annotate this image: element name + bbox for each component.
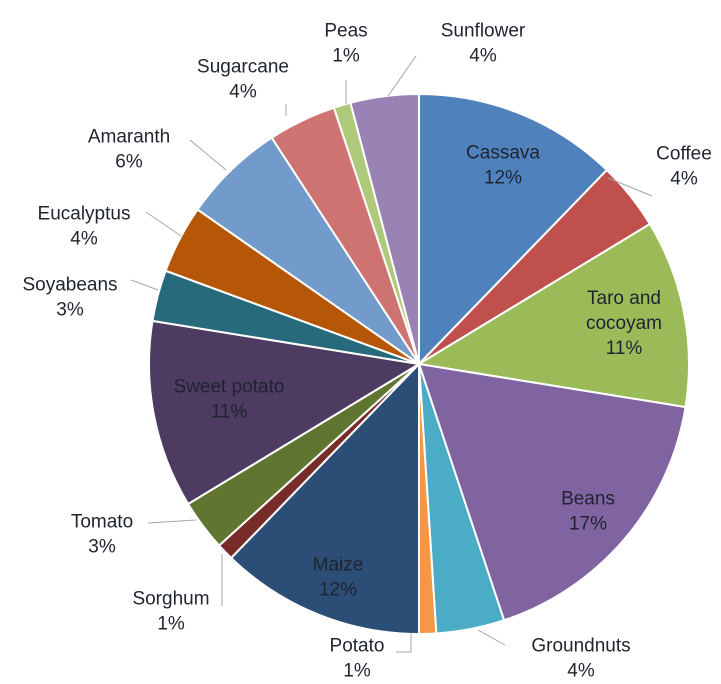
slice-label-sorghum: Sorghum xyxy=(132,589,209,610)
slice-label-peas: Peas xyxy=(324,21,367,42)
slice-percent-taro-and-cocoyam: 11% xyxy=(606,338,643,359)
slice-percent-peas: 1% xyxy=(332,46,360,67)
slice-label-coffee: Coffee xyxy=(656,144,712,165)
slice-percent-sweet-potato: 11% xyxy=(211,402,248,423)
slice-label-tomato: Tomato xyxy=(71,512,133,533)
leader-lines-layer xyxy=(130,55,653,653)
leader-line-soyabeans xyxy=(130,279,159,291)
slice-label-taro-and-cocoyam: Taro and cocoyam xyxy=(586,288,662,334)
slice-percent-soyabeans: 3% xyxy=(56,300,84,321)
leader-line-tomato xyxy=(147,519,197,524)
slice-percent-sugarcane: 4% xyxy=(229,82,257,103)
slice-label-sugarcane: Sugarcane xyxy=(197,57,289,78)
slice-label-cassava: Cassava xyxy=(466,143,540,164)
slice-percent-maize: 12% xyxy=(319,580,357,601)
slice-label-groundnuts: Groundnuts xyxy=(531,636,630,657)
slice-label-beans: Beans xyxy=(561,489,615,510)
slice-percent-eucalyptus: 4% xyxy=(70,229,98,250)
slice-percent-tomato: 3% xyxy=(88,537,116,558)
slice-label-potato: Potato xyxy=(330,636,385,657)
slice-percent-coffee: 4% xyxy=(670,169,698,190)
pie-slice-maize xyxy=(229,361,420,636)
slices-layer xyxy=(148,92,690,636)
pie-slice-sunflower xyxy=(349,92,420,365)
labels-layer: Cassava 12% Coffee 4% Taro and cocoyam 11% Bean… xyxy=(22,21,711,682)
pie-slice-taro-and-cocoyam xyxy=(416,222,690,409)
pie-slice-sweet-potato xyxy=(148,319,422,506)
leader-line-groundnuts xyxy=(477,629,506,646)
slice-percent-potato: 1% xyxy=(343,661,371,682)
slice-label-sunflower: Sunflower xyxy=(441,21,526,42)
slice-label-amaranth: Amaranth xyxy=(88,127,170,148)
slice-percent-sorghum: 1% xyxy=(157,614,185,635)
leader-line-eucalyptus xyxy=(145,211,182,237)
leader-line-amaranth xyxy=(189,139,227,171)
leader-line-sunflower xyxy=(387,55,417,97)
slice-percent-sunflower: 4% xyxy=(469,46,497,67)
slice-label-soyabeans: Soyabeans xyxy=(22,275,117,296)
slice-label-maize: Maize xyxy=(313,555,364,576)
slice-percent-beans: 17% xyxy=(569,514,607,535)
slice-label-eucalyptus: Eucalyptus xyxy=(38,204,131,225)
slice-percent-amaranth: 6% xyxy=(115,152,143,173)
leader-line-coffee xyxy=(607,177,653,197)
pie-slice-beans xyxy=(417,362,687,622)
leader-line-potato xyxy=(396,633,412,653)
slice-label-sweet-potato: Sweet potato xyxy=(174,377,285,398)
pie-slice-cassava xyxy=(418,92,609,367)
slice-percent-cassava: 12% xyxy=(484,168,522,189)
slice-percent-groundnuts: 4% xyxy=(567,661,595,682)
